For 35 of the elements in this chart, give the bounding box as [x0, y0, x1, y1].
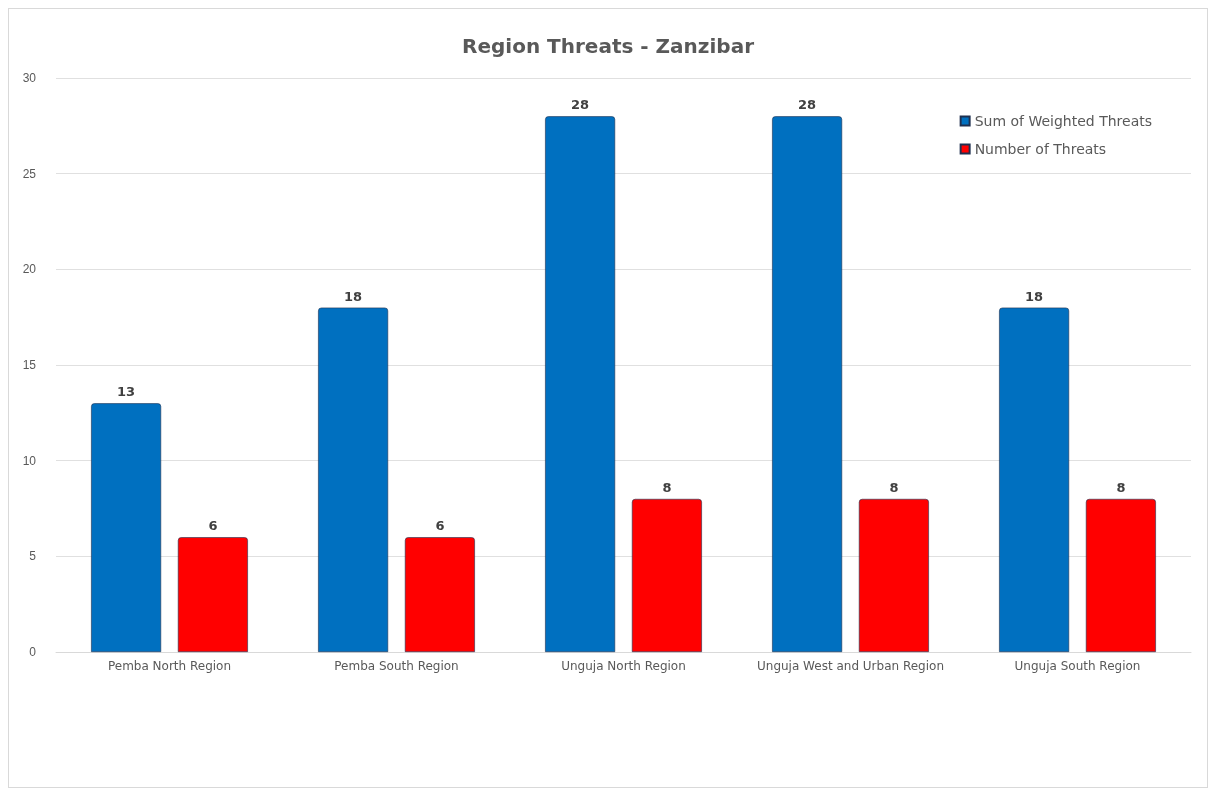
data-label: 6 — [435, 518, 445, 534]
y-tick-label: 20 — [22, 262, 37, 277]
bar — [177, 537, 248, 652]
bar — [91, 403, 162, 652]
y-tick-label: 30 — [22, 71, 37, 85]
x-tick-label: Pemba North Region — [107, 659, 232, 673]
bar — [858, 498, 929, 652]
bar — [772, 116, 843, 652]
data-label: 8 — [662, 479, 672, 495]
x-tick-label: Unguja South Region — [1014, 659, 1141, 673]
x-tick-label: Pemba South Region — [334, 659, 459, 673]
bar — [404, 537, 475, 652]
bar — [631, 498, 702, 652]
legend-label: Sum of Weighted Threats — [974, 113, 1153, 129]
data-label: 8 — [1116, 479, 1126, 495]
chart-title: Region Threats - Zanzibar — [462, 34, 755, 58]
y-tick-label: 10 — [22, 453, 37, 468]
bar — [1085, 498, 1156, 652]
bar — [318, 307, 389, 652]
data-label: 28 — [798, 97, 817, 113]
bar — [545, 116, 616, 652]
y-tick-label: 0 — [29, 645, 37, 659]
x-tick-label: Unguja North Region — [561, 659, 686, 673]
y-tick-label: 25 — [22, 166, 37, 181]
data-label: 18 — [344, 288, 363, 304]
y-tick-label: 15 — [22, 358, 37, 372]
data-label: 18 — [1025, 288, 1044, 304]
data-label: 13 — [117, 384, 136, 400]
bar — [999, 307, 1070, 652]
x-tick-label: Unguja West and Urban Region — [756, 659, 945, 673]
y-tick-label: 5 — [29, 549, 37, 564]
legend-label: Number of Threats — [974, 141, 1107, 157]
data-label: 8 — [889, 479, 899, 495]
data-label: 28 — [571, 97, 590, 113]
data-label: 6 — [208, 518, 218, 534]
